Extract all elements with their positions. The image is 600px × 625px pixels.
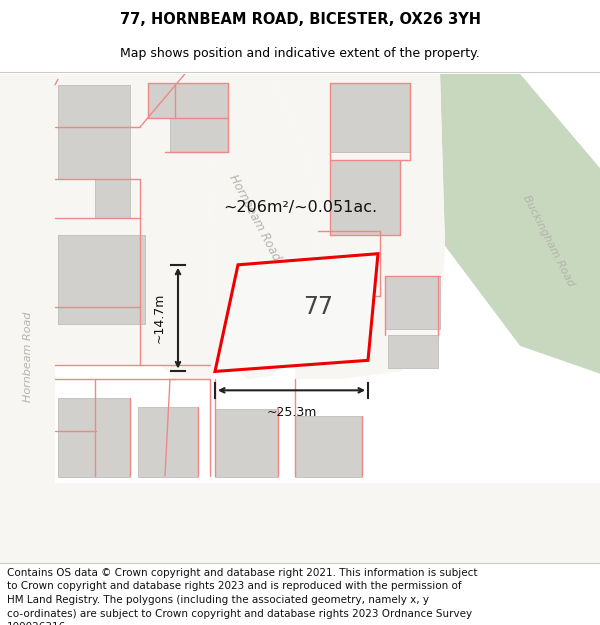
Polygon shape: [330, 82, 410, 151]
Text: 77: 77: [303, 295, 333, 319]
Polygon shape: [388, 335, 438, 368]
Polygon shape: [0, 74, 55, 562]
Polygon shape: [138, 407, 198, 477]
Text: ~25.3m: ~25.3m: [266, 406, 317, 419]
Text: Hornbeam Road: Hornbeam Road: [227, 173, 283, 264]
Polygon shape: [385, 276, 440, 329]
Polygon shape: [170, 82, 228, 151]
Polygon shape: [0, 482, 600, 562]
Text: Contains OS data © Crown copyright and database right 2021. This information is : Contains OS data © Crown copyright and d…: [7, 568, 478, 625]
Polygon shape: [208, 74, 318, 379]
Polygon shape: [215, 254, 378, 371]
Text: ~14.7m: ~14.7m: [153, 293, 166, 343]
Text: ~206m²/~0.051ac.: ~206m²/~0.051ac.: [223, 199, 377, 214]
Polygon shape: [440, 74, 600, 374]
Text: 77, HORNBEAM ROAD, BICESTER, OX26 3YH: 77, HORNBEAM ROAD, BICESTER, OX26 3YH: [119, 12, 481, 27]
Polygon shape: [95, 179, 130, 218]
Polygon shape: [148, 82, 175, 118]
Polygon shape: [295, 416, 362, 477]
Polygon shape: [55, 74, 230, 379]
Polygon shape: [58, 85, 130, 179]
Text: Hornbeam Road: Hornbeam Road: [23, 312, 33, 402]
Text: Map shows position and indicative extent of the property.: Map shows position and indicative extent…: [120, 47, 480, 59]
Polygon shape: [215, 409, 278, 477]
Polygon shape: [330, 161, 400, 235]
Polygon shape: [58, 235, 145, 324]
Text: Buckingham Road: Buckingham Road: [521, 193, 575, 288]
Polygon shape: [270, 74, 445, 379]
Polygon shape: [58, 398, 130, 477]
